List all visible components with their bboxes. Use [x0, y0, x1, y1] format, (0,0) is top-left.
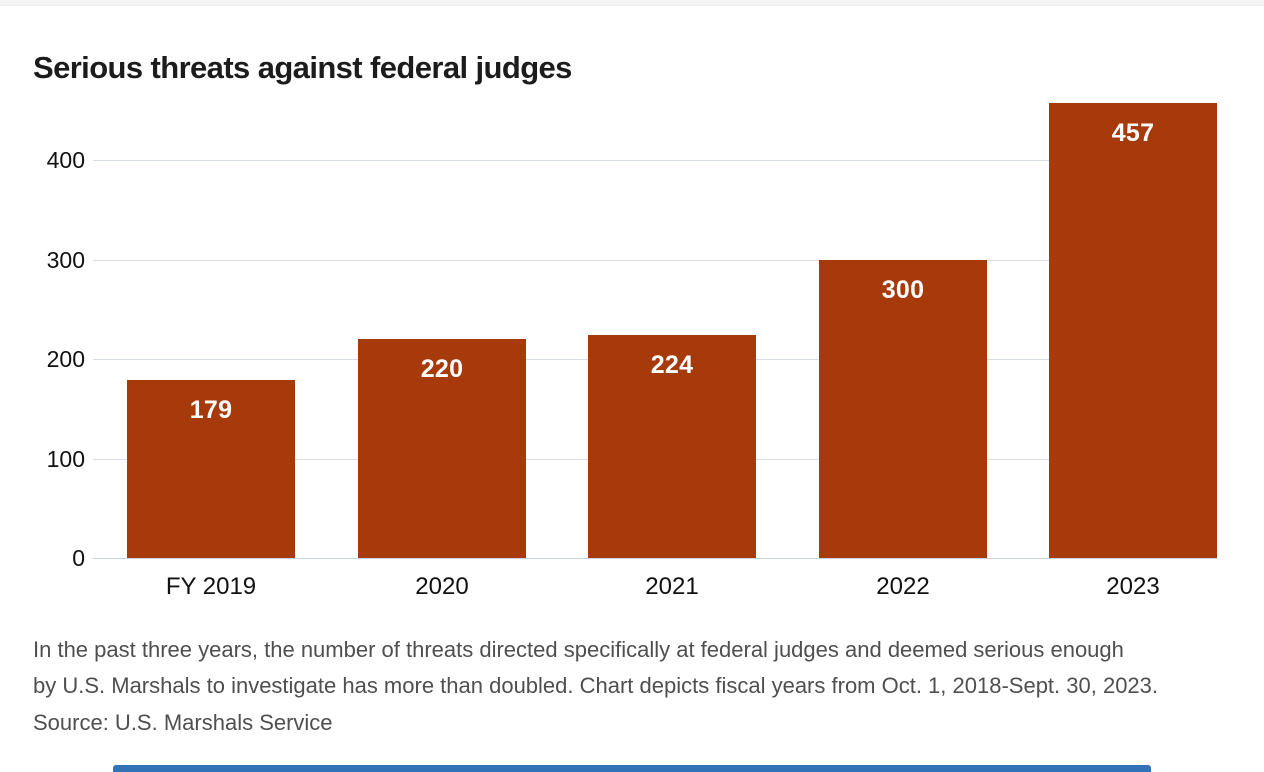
chart-title: Serious threats against federal judges: [33, 50, 572, 85]
gridline-y-300: [93, 260, 1217, 261]
chart-caption-line-2: by U.S. Marshals to investigate has more…: [33, 673, 1159, 698]
x-tick-label: FY 2019: [165, 573, 257, 600]
bar-2020: 220: [358, 339, 526, 558]
x-tick-label: 2023: [1106, 573, 1160, 600]
bar-2021: 224: [588, 335, 756, 558]
bar-2022: 300: [819, 260, 987, 558]
gridline-y-0: [93, 558, 1217, 559]
chart-source: Source: U.S. Marshals Service: [33, 710, 333, 735]
bottom-accent-bar: [113, 765, 1151, 772]
bar-value-label: 220: [420, 355, 464, 383]
y-tick-label: 400: [46, 147, 85, 173]
bar-value-label: 224: [650, 351, 694, 379]
bar-fy-2019: 179: [127, 380, 295, 558]
chart-caption-line-1: In the past three years, the number of t…: [33, 637, 1124, 662]
y-tick-label: 100: [46, 446, 85, 472]
bar-value-label: 300: [881, 276, 925, 304]
gridline-y-400: [93, 160, 1217, 161]
x-tick-label: 2022: [876, 573, 930, 600]
page-top-strip: [0, 0, 1264, 6]
x-tick-label: 2020: [415, 573, 469, 600]
bar-value-label: 179: [189, 396, 233, 424]
y-tick-label: 300: [46, 247, 85, 273]
bar-2023: 457: [1049, 103, 1217, 558]
x-tick-label: 2021: [645, 573, 699, 600]
y-tick-label: 200: [46, 346, 85, 372]
y-tick-label: 0: [72, 545, 85, 571]
bar-value-label: 457: [1111, 119, 1155, 147]
